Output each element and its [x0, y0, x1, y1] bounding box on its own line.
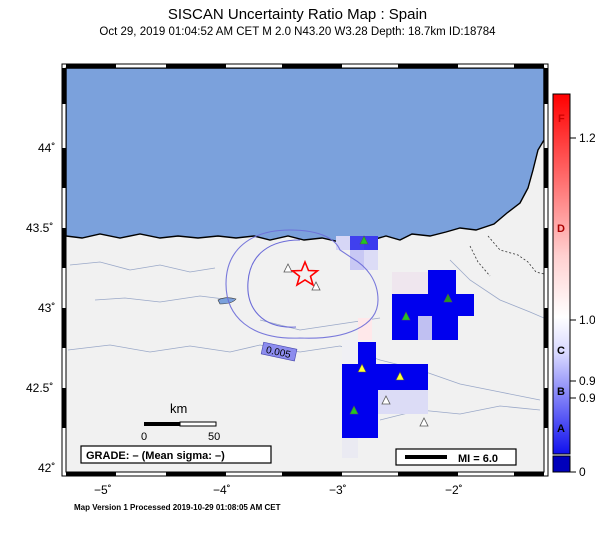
uncertainty-grid	[336, 236, 474, 458]
lon-tick-label: −2˚	[445, 483, 463, 497]
lon-axis: −5˚ −4˚ −3˚ −2˚	[94, 483, 463, 497]
map-body: 0.005 km 0 50 GRADE: – (Me	[66, 68, 544, 472]
event-subtitle: Oct 29, 2019 01:04:52 AM CET M 2.0 N43.2…	[99, 26, 496, 38]
lat-axis: 44˚ 43.5˚ 43˚ 42.5˚ 42˚	[26, 141, 55, 475]
map-title: SISCAN Uncertainty Ratio Map : Spain	[167, 6, 428, 23]
colorbar: F D C B A 1.2 1.0 0.9 0.9 0	[552, 93, 595, 479]
map-frame	[61, 63, 549, 477]
lake	[217, 297, 237, 305]
lon-tick-label: −4˚	[213, 483, 231, 497]
stations	[283, 235, 453, 427]
mi-legend: MI = 6.0	[395, 448, 517, 466]
scale-bar: km 0 50	[141, 401, 220, 443]
lat-tick-label: 42.5˚	[26, 381, 53, 395]
contour-label-text: 0.005	[265, 345, 292, 361]
station-marker	[359, 235, 369, 245]
station-marker	[401, 311, 411, 321]
lon-tick-label: −5˚	[94, 483, 112, 497]
station-marker	[349, 405, 359, 415]
regional-borders	[469, 235, 544, 277]
grade-box: GRADE: – (Mean sigma: –)	[80, 445, 272, 464]
colorbar-value: 0	[579, 465, 586, 479]
contour-label: 0.005	[260, 341, 298, 362]
colorbar-grade: A	[557, 423, 565, 435]
uncertainty-contour	[225, 229, 379, 339]
scale-bar-unit: km	[170, 401, 187, 416]
sea-area	[66, 68, 544, 243]
colorbar-value: 0.9	[579, 391, 595, 405]
lat-tick-label: 43.5˚	[26, 221, 53, 235]
colorbar-value: 0.9	[579, 374, 595, 388]
colorbar-value: 1.2	[579, 131, 595, 145]
station-marker	[357, 363, 367, 373]
colorbar-grade: B	[557, 386, 565, 398]
mi-legend-text: MI = 6.0	[458, 453, 498, 465]
scale-bar-tick: 0	[141, 431, 147, 443]
epicenter-star-icon	[290, 259, 320, 287]
station-marker	[443, 293, 453, 303]
station-marker	[395, 371, 405, 381]
colorbar-value: 1.0	[579, 313, 595, 327]
lat-tick-label: 43˚	[38, 301, 55, 315]
colorbar-grade: D	[557, 223, 565, 235]
station-marker	[381, 395, 391, 405]
station-marker	[283, 263, 293, 273]
colorbar-grade: C	[557, 345, 565, 357]
station-marker	[419, 417, 429, 427]
colorbar-grade: F	[558, 113, 565, 125]
lat-tick-label: 42˚	[38, 461, 55, 475]
scale-bar-tick: 50	[208, 431, 220, 443]
processing-footer: Map Version 1 Processed 2019-10-29 01:08…	[74, 503, 281, 512]
lat-tick-label: 44˚	[38, 141, 55, 155]
lon-tick-label: −3˚	[329, 483, 347, 497]
grade-text: GRADE: – (Mean sigma: –)	[86, 450, 225, 462]
